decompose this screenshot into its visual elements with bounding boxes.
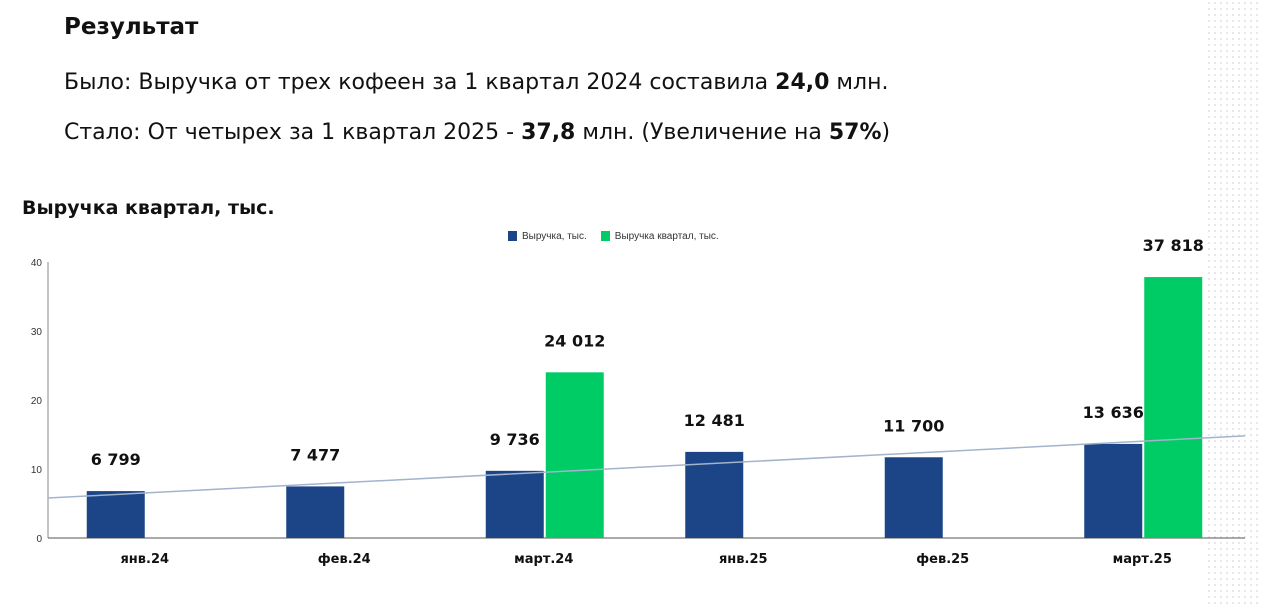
bar-revenue	[884, 457, 943, 538]
bar-revenue	[86, 491, 145, 538]
chart-title: Выручка квартал, тыс.	[22, 197, 275, 219]
data-label: 9 736	[490, 430, 540, 449]
after-value: 37,8	[521, 120, 576, 145]
after-summary: Стало: От четырех за 1 квартал 2025 - 37…	[64, 120, 890, 145]
before-suffix: млн.	[829, 70, 889, 95]
before-text: Было: Выручка от трех кофеен за 1 кварта…	[64, 70, 776, 95]
legend-label: Выручка, тыс.	[522, 231, 587, 242]
x-tick-label: март.25	[1113, 552, 1172, 567]
y-tick-label: 30	[31, 327, 43, 338]
data-label: 37 818	[1143, 236, 1204, 255]
data-label: 7 477	[290, 445, 340, 464]
page-title: Результат	[64, 14, 199, 40]
bar-revenue	[1084, 443, 1143, 538]
before-value: 24,0	[775, 70, 830, 95]
y-tick-label: 40	[31, 258, 43, 269]
after-mid: млн. (Увеличение на	[575, 120, 829, 145]
x-tick-label: янв.24	[120, 552, 169, 567]
legend-item-quarter[interactable]: Выручка квартал, тыс.	[600, 231, 719, 242]
data-label: 6 799	[91, 450, 141, 469]
bar-revenue	[685, 451, 744, 538]
x-tick-label: янв.25	[719, 552, 768, 567]
bar-revenue	[485, 470, 544, 538]
data-label: 24 012	[544, 331, 605, 350]
before-summary: Было: Выручка от трех кофеен за 1 кварта…	[64, 70, 888, 95]
background-pattern	[1206, 0, 1261, 607]
legend-swatch	[600, 231, 610, 242]
x-tick-label: фев.24	[318, 552, 371, 567]
x-tick-label: март.24	[514, 552, 573, 567]
after-pct: 57%	[828, 120, 882, 145]
data-label: 13 636	[1083, 403, 1144, 422]
after-text: Стало: От четырех за 1 квартал 2025 -	[64, 120, 522, 145]
data-label: 11 700	[883, 416, 944, 435]
legend-item-revenue[interactable]: Выручка, тыс.	[508, 231, 587, 242]
bar-quarter	[1144, 277, 1203, 538]
chart-legend: Выручка, тыс. Выручка квартал, тыс.	[508, 231, 719, 242]
trend-line	[47, 435, 1246, 499]
after-suffix: )	[881, 120, 891, 145]
x-tick-label: фев.25	[916, 552, 969, 567]
y-tick-label: 10	[31, 465, 43, 476]
legend-swatch	[508, 231, 517, 242]
y-tick-label: 0	[36, 534, 42, 545]
bar-quarter	[545, 372, 604, 538]
bar-revenue	[286, 486, 345, 538]
legend-label: Выручка квартал, тыс.	[614, 231, 719, 242]
y-tick-label: 20	[31, 396, 43, 407]
data-label: 12 481	[684, 411, 745, 430]
